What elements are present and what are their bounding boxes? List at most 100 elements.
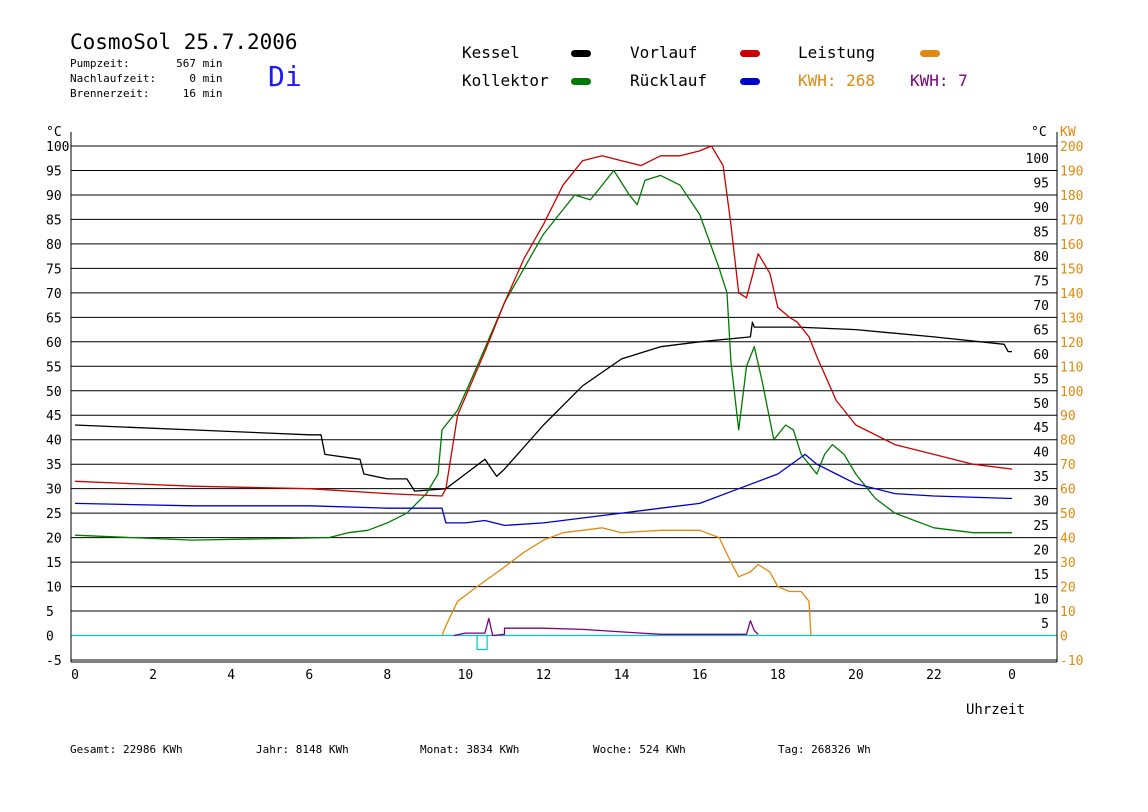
y-tick-right-temp: 5: [1041, 617, 1049, 632]
y-tick-right-power: 0: [1060, 630, 1068, 645]
legend-kwh-total: KWH: 268: [798, 71, 876, 90]
x-tick: 0: [1008, 668, 1016, 683]
y-tick-right-power: 10: [1060, 605, 1076, 620]
series-line-ruecklauf: [74, 453, 1013, 527]
y-tick-left: 80: [46, 238, 62, 253]
y-tick-left: 90: [46, 189, 62, 204]
x-tick: 6: [305, 668, 313, 683]
legend-kollektor-swatch: [571, 78, 591, 85]
footer-gesamt: Gesamt: 22986 KWh: [70, 743, 183, 756]
series-line-vorlauf: [74, 145, 1013, 497]
y-axis-label-right-power: KW: [1060, 125, 1076, 140]
chart-axes: [70, 132, 1058, 663]
legend-kollektor-label: Kollektor: [462, 71, 549, 90]
x-tick: 2: [149, 668, 157, 683]
y-tick-right-temp: 60: [1033, 348, 1049, 363]
y-tick-right-power: 30: [1060, 556, 1076, 571]
series-line-kollektor: [74, 169, 1012, 541]
baseline-marker: [476, 634, 488, 651]
y-tick-right-power: 120: [1060, 336, 1083, 351]
x-tick: 10: [458, 668, 474, 683]
y-axis-label-right-temp: °C: [1031, 125, 1047, 140]
y-tick-left: 75: [46, 262, 62, 277]
legend-leistung-label: Leistung: [798, 43, 876, 62]
stat-unit: min: [202, 57, 223, 70]
y-tick-right-power: 200: [1060, 140, 1083, 155]
chart-grid: [71, 145, 1057, 661]
chart-series: [74, 145, 1013, 651]
stat-pumpzeit: Pumpzeit: 567 min: [70, 57, 223, 70]
legend-kessel-swatch: [571, 50, 591, 57]
stat-value: 567: [176, 57, 196, 70]
y-tick-right-power: -10: [1060, 654, 1083, 669]
stat-label: Nachlaufzeit:: [70, 72, 157, 85]
y-tick-right-power: 50: [1060, 507, 1076, 522]
footer-tag: Tag: 268326 Wh: [778, 743, 871, 756]
footer-woche: Woche: 524 KWh: [593, 743, 686, 756]
stat-unit: min: [202, 72, 223, 85]
stat-label: Pumpzeit:: [70, 57, 130, 70]
y-tick-left: 5: [46, 605, 54, 620]
y-tick-left: -5: [46, 654, 62, 669]
y-tick-left: 85: [46, 213, 62, 228]
y-tick-left: 55: [46, 360, 62, 375]
y-tick-right-power: 170: [1060, 213, 1083, 228]
y-tick-right-temp: 10: [1033, 593, 1049, 608]
y-tick-right-power: 190: [1060, 164, 1083, 179]
x-tick: 12: [536, 668, 552, 683]
y-tick-right-temp: 50: [1033, 397, 1049, 412]
y-tick-right-power: 110: [1060, 360, 1083, 375]
x-tick: 0: [71, 668, 79, 683]
series-line-kessel: [74, 321, 1012, 492]
x-tick: 8: [383, 668, 391, 683]
y-tick-right-temp: 95: [1033, 176, 1049, 191]
stat-label: Brennerzeit:: [70, 87, 150, 100]
x-tick: 14: [614, 668, 630, 683]
stat-nachlaufzeit: Nachlaufzeit: 0 min: [70, 72, 223, 85]
x-axis-label: Uhrzeit: [966, 702, 1025, 718]
x-tick: 22: [926, 668, 942, 683]
y-tick-left: 45: [46, 409, 62, 424]
y-tick-left: 35: [46, 458, 62, 473]
legend-ruecklauf-label: Rücklauf: [630, 71, 708, 90]
y-tick-left: 70: [46, 287, 62, 302]
y-tick-right-power: 70: [1060, 458, 1076, 473]
y-tick-right-power: 130: [1060, 311, 1083, 326]
y-tick-right-temp: 65: [1033, 323, 1049, 338]
footer-monat: Monat: 3834 KWh: [420, 743, 520, 756]
legend-vorlauf-swatch: [740, 50, 760, 57]
x-tick: 18: [770, 668, 786, 683]
x-tick: 16: [692, 668, 708, 683]
y-tick-left: 20: [46, 532, 62, 547]
y-tick-right-power: 180: [1060, 189, 1083, 204]
y-tick-right-power: 20: [1060, 581, 1076, 596]
legend-kwh-secondary: KWH: 7: [910, 71, 968, 90]
stat-brennerzeit: Brennerzeit: 16 min: [70, 87, 223, 100]
y-tick-right-temp: 85: [1033, 225, 1049, 240]
legend-leistung-swatch: [920, 50, 940, 57]
y-tick-right-temp: 90: [1033, 201, 1049, 216]
y-tick-right-temp: 30: [1033, 495, 1049, 510]
y-axis-label-left: °C: [46, 125, 62, 140]
y-tick-left: 65: [46, 311, 62, 326]
y-tick-right-power: 150: [1060, 262, 1083, 277]
legend-vorlauf-label: Vorlauf: [630, 43, 698, 62]
y-tick-right-temp: 100: [1026, 152, 1049, 167]
y-tick-left: 10: [46, 581, 62, 596]
series-line-leistung: [441, 527, 812, 636]
y-tick-right-temp: 55: [1033, 372, 1049, 387]
y-tick-right-temp: 70: [1033, 299, 1049, 314]
y-tick-right-power: 80: [1060, 434, 1076, 449]
y-tick-left: 50: [46, 385, 62, 400]
series-line-kwh2: [453, 617, 759, 637]
y-tick-right-temp: 75: [1033, 274, 1049, 289]
weekday-label: Di: [268, 60, 302, 93]
chart-title: CosmoSol 25.7.2006: [70, 30, 298, 54]
x-tick: 4: [227, 668, 235, 683]
y-tick-right-power: 60: [1060, 483, 1076, 498]
y-tick-left: 60: [46, 336, 62, 351]
y-tick-right-power: 100: [1060, 385, 1083, 400]
y-tick-right-power: 40: [1060, 532, 1076, 547]
y-tick-left: 30: [46, 483, 62, 498]
